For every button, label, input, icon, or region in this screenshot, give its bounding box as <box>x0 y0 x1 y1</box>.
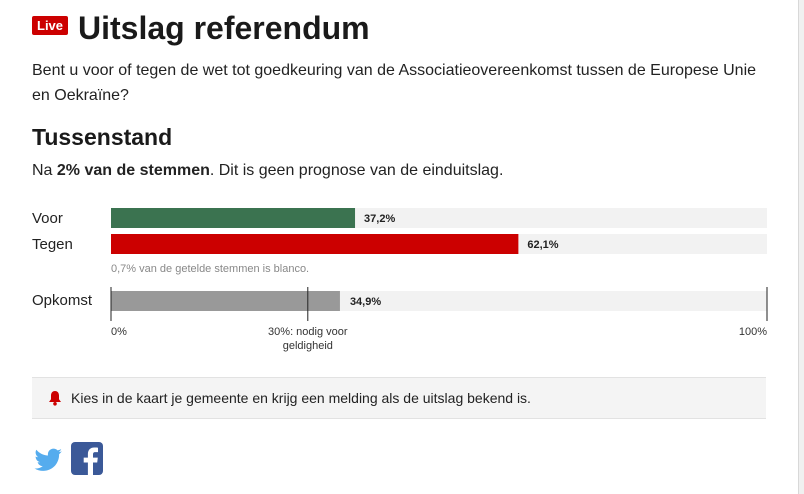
blank-votes-note: 0,7% van de getelde stemmen is blanco. <box>111 263 309 275</box>
count-note-percentage: 2% van de stemmen <box>56 162 210 179</box>
page-title: Uitslag referendum <box>78 10 370 46</box>
callout-text: Kies in de kaart je gemeente en krijg ee… <box>71 390 531 406</box>
section-heading: Tussenstand <box>32 124 173 150</box>
count-note: Na 2% van de stemmen. Dit is geen progno… <box>32 160 503 182</box>
referendum-question: Bent u voor of tegen de wet tot goedkeur… <box>32 62 757 104</box>
row-label-opkomst: Opkomst <box>32 292 93 309</box>
value-label-opkomst: 34,9% <box>350 296 381 308</box>
axis-label-min: 0% <box>111 326 127 338</box>
bar-tegen <box>111 234 519 254</box>
results-chart: Voor 37,2% Tegen 62,1% 0,7% van de getelde s… <box>32 208 768 352</box>
value-label-tegen: 62,1% <box>527 239 558 251</box>
value-label-voor: 37,2% <box>364 213 395 225</box>
threshold-label-line1: 30%: nodig voor <box>268 326 348 338</box>
facebook-icon[interactable] <box>71 442 103 475</box>
row-label-voor: Voor <box>32 210 63 227</box>
bell-icon <box>49 391 61 406</box>
row-label-tegen: Tegen <box>32 236 73 253</box>
notification-callout[interactable]: Kies in de kaart je gemeente en krijg ee… <box>32 377 766 419</box>
twitter-icon[interactable] <box>32 445 64 475</box>
threshold-label-line2: geldigheid <box>283 340 333 352</box>
bar-opkomst <box>111 291 340 311</box>
axis-label-max: 100% <box>739 326 767 338</box>
live-badge: Live <box>32 16 69 35</box>
window-edge <box>798 0 804 494</box>
count-note-suffix: . Dit is geen prognose van de einduitsla… <box>209 162 504 179</box>
count-note-prefix: Na <box>32 162 57 179</box>
bar-voor <box>111 208 356 228</box>
